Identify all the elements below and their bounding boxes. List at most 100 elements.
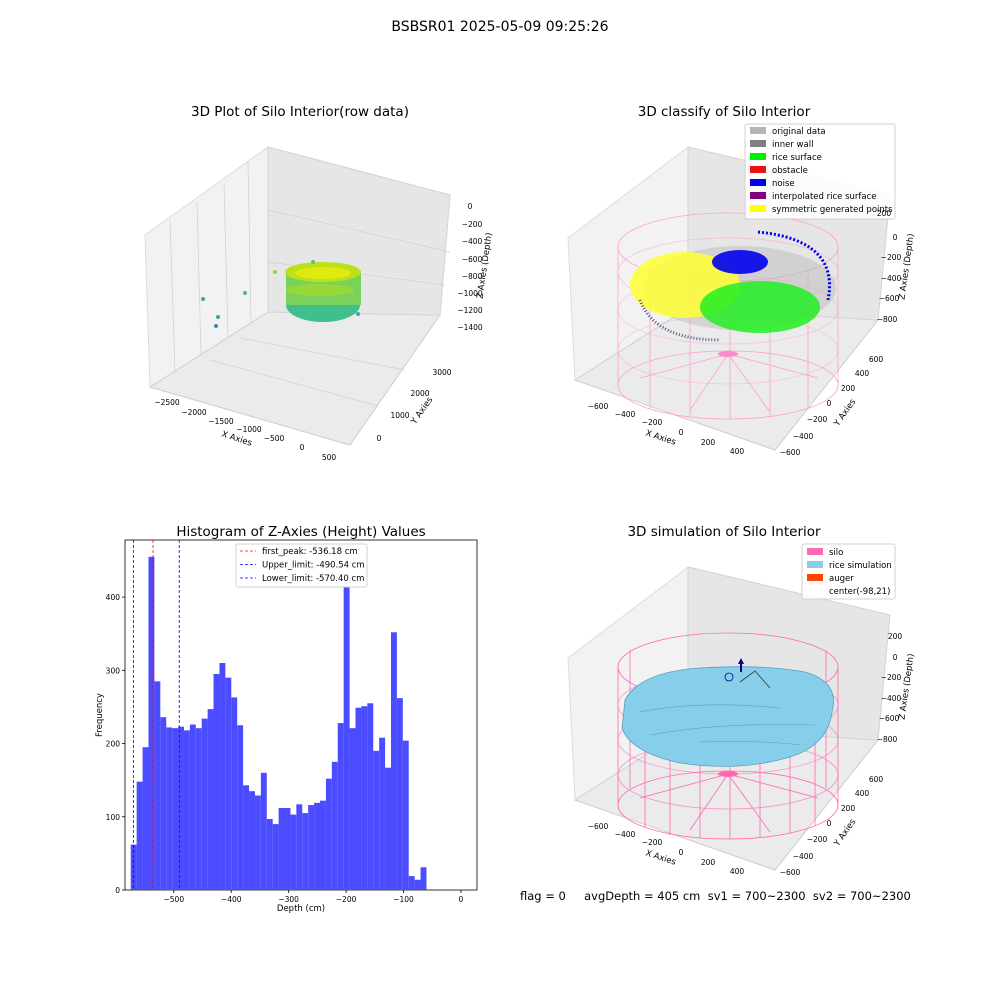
- panel2-ztick: 0: [893, 233, 898, 242]
- histogram-bar: [361, 706, 368, 890]
- histogram-bar: [172, 728, 179, 890]
- panel1-xtick: −2000: [181, 408, 207, 417]
- panel2-xticks: −600 −400 −200 0 200 400: [588, 402, 745, 456]
- panel2-legend-label: interpolated rice surface: [772, 192, 877, 202]
- histogram-ylabel: Frequency: [95, 693, 105, 737]
- histogram-bar: [195, 728, 202, 890]
- panel4-ytick: 400: [855, 789, 870, 798]
- panel4-ytick: 0: [827, 819, 832, 828]
- histogram-xtick-label: −500: [164, 895, 185, 904]
- panel2-ztick: −800: [877, 315, 898, 324]
- panel2-legend-label: obstacle: [772, 166, 808, 176]
- panel4-ytick: −600: [780, 868, 801, 877]
- panel2-ytick: 600: [869, 355, 884, 364]
- panel1-ztick: −600: [462, 255, 483, 264]
- panel4-legend-label: center(-98,21): [829, 587, 890, 597]
- panel-histogram: Histogram of Z-Axies (Height) Values −50…: [95, 524, 478, 914]
- histogram-bar: [249, 791, 255, 890]
- histogram-bar: [296, 804, 303, 890]
- panel4-xtick: 200: [701, 858, 716, 867]
- panel2-ztick: −400: [881, 274, 902, 283]
- histogram-bar: [396, 698, 403, 890]
- panel1-yticks: 0 1000 2000 3000: [377, 368, 452, 443]
- histogram-bar: [290, 814, 297, 890]
- histogram-xtick-label: −200: [336, 895, 357, 904]
- panel4-title: 3D simulation of Silo Interior: [627, 524, 821, 540]
- panel1-ytick: 2000: [410, 389, 429, 398]
- histogram-bar: [337, 723, 344, 890]
- panel1-ztick: 0: [468, 202, 473, 211]
- histogram-bar: [201, 718, 208, 890]
- histogram-bar: [420, 867, 427, 890]
- panel4-xtick: −400: [615, 830, 636, 839]
- histogram-bar: [308, 805, 315, 890]
- histogram-bar: [325, 778, 332, 890]
- panel1-xtick: −1000: [236, 425, 262, 434]
- histogram-bar: [219, 663, 226, 890]
- histogram-bar: [390, 632, 397, 890]
- panel2-xtick: 200: [701, 438, 716, 447]
- histogram-bar: [331, 761, 338, 890]
- panel2-ytick: −400: [793, 432, 814, 441]
- histogram-bar: [266, 818, 273, 890]
- panel2-ytick: −600: [780, 448, 801, 457]
- panel1-ytick: 1000: [390, 411, 409, 420]
- panel-classify-3d: 3D classify of Silo Interior: [567, 104, 917, 457]
- panel1-xtick: −1500: [208, 417, 234, 426]
- histogram-bar: [408, 876, 415, 890]
- histogram-xtick-label: 0: [459, 895, 464, 904]
- panel2-ztick: −200: [881, 253, 902, 262]
- panel1-ytick: 0: [377, 434, 382, 443]
- histogram-bar: [278, 807, 285, 890]
- panel4-xtick: 400: [730, 867, 745, 876]
- histogram-xlabel: Depth (cm): [277, 904, 325, 914]
- histogram-bar: [231, 697, 238, 890]
- histogram-bar: [355, 707, 362, 890]
- histogram-bar: [189, 724, 196, 890]
- panel2-title: 3D classify of Silo Interior: [638, 104, 811, 120]
- histogram-bar: [343, 584, 350, 890]
- histogram-bar: [237, 725, 244, 890]
- panel1-point-cloud: [201, 260, 361, 328]
- panel2-xtick: −600: [588, 402, 609, 411]
- suptitle: BSBSR01 2025-05-09 09:25:26: [391, 19, 608, 35]
- panel2-zticks: 0 −200 −400 −600 −800: [877, 233, 902, 324]
- panel2-ytick: −200: [807, 415, 828, 424]
- histogram-bar: [314, 802, 321, 890]
- panel2-legend-label: symmetric generated points: [772, 205, 893, 215]
- histogram-bar: [142, 747, 149, 890]
- panel4-ztick: −800: [877, 735, 898, 744]
- histogram-ytick-label: 300: [106, 666, 121, 675]
- panel4-xticks: −600 −400 −200 0 200 400: [588, 822, 745, 876]
- panel1-xtick: 0: [300, 443, 305, 452]
- histogram-bar: [166, 727, 173, 890]
- panel4-ztick: −200: [881, 673, 902, 682]
- panel1-ztick: −200: [462, 220, 483, 229]
- histogram-bar: [178, 726, 184, 890]
- histogram-bar: [154, 681, 161, 890]
- panel1-xtick: −2500: [154, 398, 180, 407]
- panel4-ytick: 600: [869, 775, 884, 784]
- histogram-legend-label: first_peak: -536.18 cm: [262, 547, 358, 557]
- histogram-bar: [254, 795, 261, 890]
- panel2-legend: original data inner wall rice surface ob…: [744, 123, 896, 220]
- histogram-bar: [136, 781, 143, 890]
- histogram-legend: first_peak: -536.18 cm Upper_limit: -490.…: [235, 543, 368, 588]
- histogram-title: Histogram of Z-Axies (Height) Values: [176, 524, 425, 540]
- histogram-bar: [207, 709, 214, 890]
- panel1-ztick: −800: [462, 272, 483, 281]
- panel4-xtick: −600: [588, 822, 609, 831]
- histogram-bar: [402, 740, 409, 890]
- auger-marker: [724, 658, 771, 689]
- histogram-legend-label: Upper_limit: -490.54 cm: [262, 561, 365, 571]
- histogram-yticks: 0 100 200 300 400: [106, 593, 125, 895]
- histogram-ytick-label: 100: [106, 813, 121, 822]
- histogram-bar: [243, 785, 250, 890]
- histogram-bar: [302, 813, 309, 890]
- panel2-ytick: 400: [855, 369, 870, 378]
- histogram-bar: [284, 807, 291, 890]
- panel2-xtick: 400: [730, 447, 745, 456]
- histogram-bar: [260, 772, 267, 890]
- panel1-xtick: 500: [322, 453, 337, 462]
